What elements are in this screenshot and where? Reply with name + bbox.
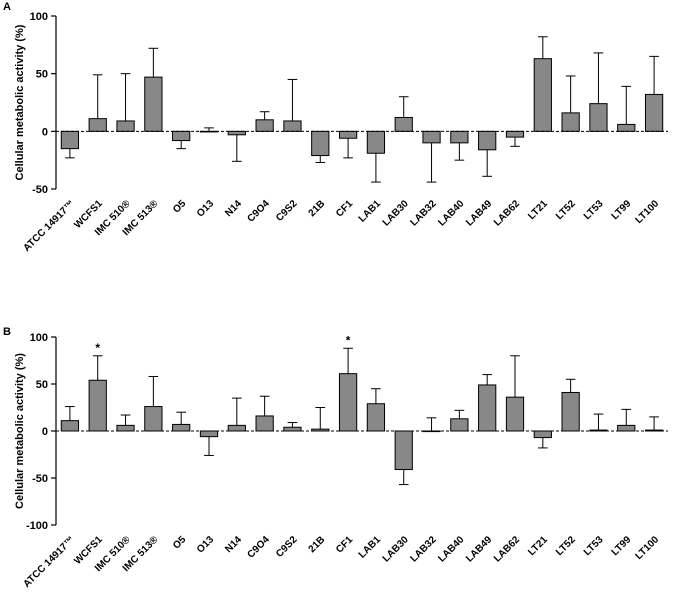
x-tick-label: LT21 xyxy=(526,198,550,222)
x-tick-label: LT100 xyxy=(634,198,662,226)
bar xyxy=(199,430,219,438)
x-tick-label: LT52 xyxy=(554,198,578,222)
bar xyxy=(589,103,608,132)
x-tick-label: 21B xyxy=(307,198,328,219)
x-tick-label: N14 xyxy=(223,534,244,555)
x-tick-label: LAB40 xyxy=(436,198,466,228)
x-tick-label: LAB30 xyxy=(381,534,411,564)
bar xyxy=(227,424,246,432)
bar xyxy=(422,130,441,144)
y-tick-label: 50 xyxy=(36,379,48,391)
bar xyxy=(116,424,135,432)
bar xyxy=(533,58,552,132)
y-tick-label: -50 xyxy=(32,184,48,196)
bar xyxy=(60,130,80,150)
bar xyxy=(311,130,330,157)
y-axis-label: Cellular metabolic activity (%) xyxy=(14,24,26,180)
y-tick-label: 0 xyxy=(42,426,48,438)
x-tick-label: C9S2 xyxy=(274,198,300,224)
bar xyxy=(561,112,580,132)
x-tick-label: LT52 xyxy=(554,534,578,558)
panel-b: B -100 -50 0 50 100 Cellular metabolic activit… xyxy=(3,326,668,590)
bar xyxy=(450,130,469,144)
x-tick-label: LT99 xyxy=(610,198,634,222)
x-tick-label: C9O4 xyxy=(246,198,273,225)
x-tick-label: O5 xyxy=(171,198,189,216)
bar xyxy=(617,123,636,132)
panel-label: B xyxy=(3,326,11,338)
x-tick-label: LT53 xyxy=(582,534,606,558)
bar xyxy=(366,130,386,154)
x-tick-label: LAB49 xyxy=(464,534,494,564)
x-tick-label: O13 xyxy=(195,534,216,555)
significance-marker: * xyxy=(346,333,351,347)
x-tick-label: LAB32 xyxy=(408,534,438,564)
bar xyxy=(644,93,664,132)
bar xyxy=(227,130,246,136)
x-tick-label: C9O4 xyxy=(246,534,273,561)
y-axis-label: Cellular metabolic activity (%) xyxy=(14,353,26,509)
bar xyxy=(311,428,330,432)
bar xyxy=(116,120,135,132)
x-tick-label: O13 xyxy=(195,198,216,219)
x-tick-label: LAB32 xyxy=(408,198,438,228)
y-tick-label: -100 xyxy=(26,520,48,532)
x-tick-label: LAB1 xyxy=(357,534,384,561)
bar xyxy=(478,384,497,432)
panel-a: A -50 0 50 100 Cellular metabolic activity (%… xyxy=(3,1,668,254)
bar xyxy=(533,430,552,439)
x-tick-label: O5 xyxy=(171,534,189,552)
x-tick-label: 21B xyxy=(307,534,328,555)
bar xyxy=(338,373,358,432)
y-tick-label: -50 xyxy=(32,473,48,485)
bar xyxy=(283,426,302,432)
bar xyxy=(617,424,636,432)
x-tick-label: C9S2 xyxy=(274,534,300,560)
bar xyxy=(255,415,274,432)
x-tick-label: LT53 xyxy=(582,198,606,222)
bar xyxy=(88,118,107,132)
bar xyxy=(144,406,163,432)
y-tick-label: 50 xyxy=(36,69,48,81)
significance-marker: * xyxy=(95,341,100,355)
bar xyxy=(172,130,191,142)
x-tick-label: LT100 xyxy=(634,534,662,562)
y-tick-label: 100 xyxy=(30,11,48,23)
x-tick-label: LAB49 xyxy=(464,198,494,228)
bar xyxy=(505,130,525,138)
bar xyxy=(172,423,191,432)
x-tick-label: LAB1 xyxy=(357,198,384,225)
x-tick-label: LT21 xyxy=(526,534,550,558)
x-tick-label: CF1 xyxy=(334,534,355,555)
x-tick-label: ATCC 14917™ xyxy=(21,534,77,590)
x-tick-label: LT99 xyxy=(610,534,634,558)
x-tick-label: LAB62 xyxy=(492,198,522,228)
bar xyxy=(505,396,525,432)
bar xyxy=(394,430,413,471)
bar xyxy=(60,420,80,432)
x-tick-label: LAB30 xyxy=(381,198,411,228)
bar xyxy=(561,391,580,432)
bar xyxy=(255,119,274,132)
panel-label: A xyxy=(3,1,11,13)
bar xyxy=(478,130,497,151)
x-tick-label: ATCC 14917™ xyxy=(21,198,77,254)
bar xyxy=(283,120,302,132)
bar xyxy=(394,116,413,132)
bar xyxy=(450,418,469,432)
x-tick-label: CF1 xyxy=(334,198,355,219)
bar xyxy=(338,130,358,139)
x-tick-label: LAB62 xyxy=(492,534,522,564)
bar xyxy=(144,76,163,132)
x-tick-label: N14 xyxy=(223,198,244,219)
bar xyxy=(88,379,107,432)
x-tick-label: LAB40 xyxy=(436,534,466,564)
y-tick-label: 0 xyxy=(42,126,48,138)
y-tick-label: 100 xyxy=(30,332,48,344)
bar xyxy=(366,403,386,432)
